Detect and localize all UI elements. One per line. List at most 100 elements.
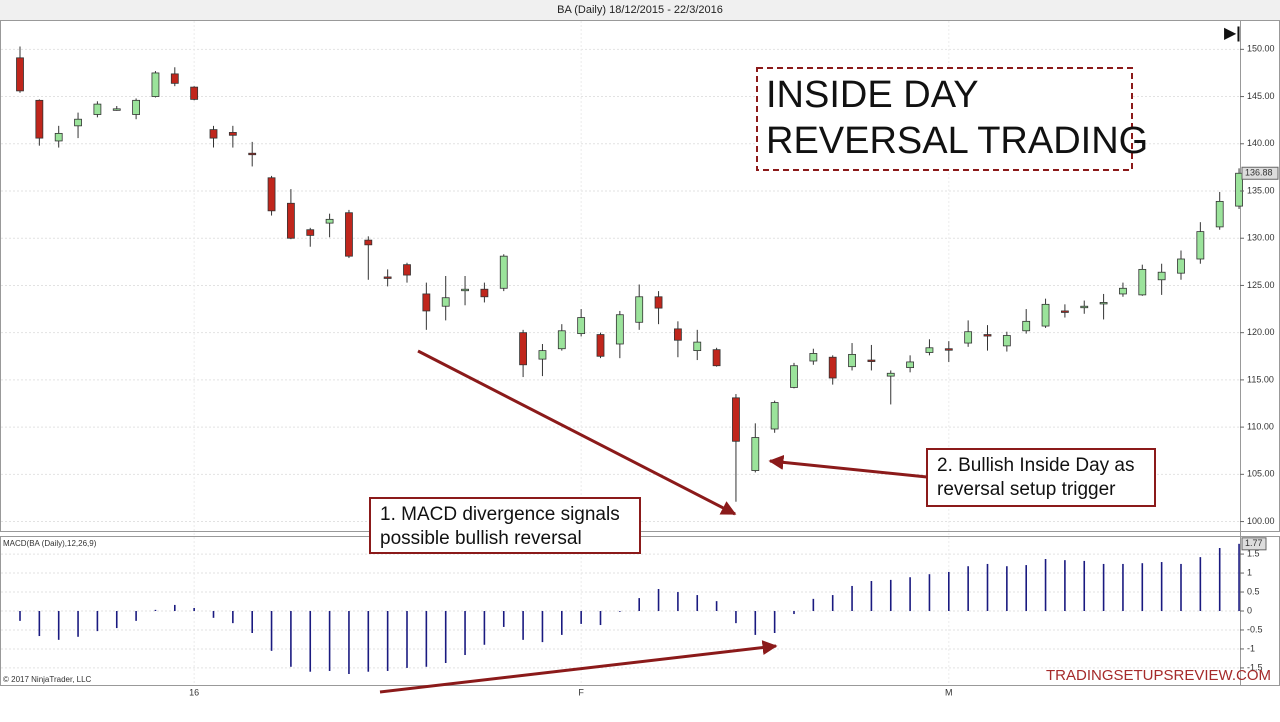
annotation: 1. MACD divergence signals: [380, 504, 620, 525]
candle-body: [286, 202, 295, 239]
candle-body: [1215, 200, 1224, 228]
y-tick-label: 0: [1247, 605, 1252, 615]
y-tick-label: 1.5: [1247, 548, 1260, 558]
candle-body: [209, 129, 218, 139]
candle-body: [1022, 320, 1031, 332]
candle-body: [654, 296, 663, 309]
y-tick-label: 100.00: [1247, 516, 1275, 526]
y-tick-label: 145.00: [1247, 91, 1275, 101]
watermark: TRADINGSETUPSREVIEW.COM: [1046, 667, 1271, 684]
candle-body: [635, 296, 644, 323]
y-tick-label: -1.5: [1247, 662, 1263, 672]
candle-body: [1196, 231, 1205, 260]
candle-body: [1061, 310, 1069, 313]
y-tick-label: 0.5: [1247, 586, 1260, 596]
candle-body: [596, 334, 605, 357]
candle-body: [1157, 271, 1166, 281]
x-tick-label: 16: [189, 687, 199, 697]
candle-body: [848, 353, 856, 368]
candle-body: [132, 99, 141, 115]
last-value-box: [1241, 166, 1279, 180]
headline: REVERSAL TRADING: [766, 120, 1148, 162]
candle-body: [383, 276, 392, 279]
arrow: [417, 349, 737, 516]
candle-body: [983, 334, 992, 337]
candle-body: [16, 57, 24, 92]
candle-body: [674, 328, 682, 341]
candle-body: [480, 288, 489, 298]
candle-body: [74, 118, 82, 127]
arrow: [768, 454, 928, 479]
headline-box: [756, 67, 1133, 171]
y-tick-label: 135.00: [1247, 185, 1275, 195]
last-value-label: 136.88: [1245, 168, 1273, 178]
annotation: possible bullish reversal: [380, 528, 582, 549]
y-tick-label: 1: [1247, 567, 1252, 577]
candle-body: [364, 239, 373, 246]
ticks: 100.00 105.00 110.00 115.00 120.00 125.00 130.…: [189, 44, 1279, 697]
candle-body: [886, 372, 895, 377]
candle-body: [35, 99, 44, 139]
candle-body: [93, 103, 102, 115]
marks: [16, 46, 1243, 674]
candle-body: [499, 255, 508, 289]
candle-body: [1080, 305, 1089, 309]
candle-body: [790, 365, 798, 388]
candle-body: [770, 402, 779, 430]
candle-body: [693, 341, 702, 352]
y-tick-label: 110.00: [1247, 421, 1274, 431]
candle-body: [151, 72, 160, 97]
candle-body: [732, 397, 740, 442]
copyright: © 2017 NinjaTrader, LLC: [3, 675, 92, 684]
candle-body: [1119, 287, 1127, 295]
candle-body: [809, 353, 818, 362]
candle-body: [1177, 258, 1185, 274]
candle-body: [461, 288, 469, 292]
annotation: reversal setup trigger: [937, 479, 1116, 500]
headline: INSIDE DAY: [766, 74, 979, 116]
y-tick-label: -1: [1247, 643, 1255, 653]
candle-body: [538, 350, 547, 360]
candle-body: [345, 212, 353, 257]
candle-body: [519, 332, 527, 366]
candle-body: [906, 361, 914, 369]
candle-body: [306, 229, 315, 236]
y-tick-label: -0.5: [1247, 624, 1263, 634]
annotation-box: [926, 448, 1156, 507]
candle-body: [422, 293, 431, 312]
candle-body: [751, 437, 760, 471]
candle-body: [112, 108, 121, 111]
candle-body: [615, 314, 624, 345]
candle-body: [1002, 335, 1011, 347]
scroll-end-icon[interactable]: ▶|: [1224, 25, 1241, 42]
candle-body: [577, 317, 586, 335]
candle-body: [403, 264, 411, 276]
last-value-box: [1241, 537, 1267, 551]
x-tick-label: F: [578, 687, 584, 697]
annotation: 2. Bullish Inside Day as: [937, 455, 1135, 476]
x-tick-label: M: [945, 687, 953, 697]
candle-body: [170, 73, 179, 84]
candle-body: [441, 297, 450, 307]
y-tick-label: 130.00: [1247, 233, 1275, 243]
candle-body: [54, 132, 63, 142]
candle-body: [944, 348, 953, 351]
candle-body: [1041, 303, 1050, 327]
y-tick-label: 125.00: [1247, 280, 1275, 290]
candle-body: [925, 347, 934, 353]
y-tick-label: 150.00: [1247, 44, 1275, 54]
candle-body: [964, 331, 973, 344]
candle-body: [1138, 268, 1147, 296]
candle-body: [190, 86, 199, 100]
macd-label: MACD(BA (Daily),12,26,9): [3, 539, 97, 548]
y-tick-label: 120.00: [1247, 327, 1275, 337]
y-tick-label: 105.00: [1247, 469, 1275, 479]
candle-body: [1235, 172, 1243, 207]
title-bar: [0, 0, 1280, 20]
chart-title: BA (Daily) 18/12/2015 - 22/3/2016: [557, 4, 723, 16]
candle-body: [712, 349, 721, 367]
candle-body: [248, 152, 257, 156]
arrow: [379, 640, 778, 694]
